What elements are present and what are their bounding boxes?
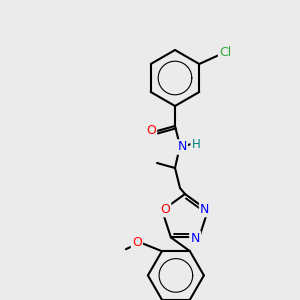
Text: N: N — [200, 203, 209, 216]
Text: N: N — [177, 140, 187, 154]
Text: H: H — [192, 137, 200, 151]
Text: O: O — [132, 236, 142, 249]
Text: O: O — [160, 203, 170, 216]
Text: N: N — [190, 232, 200, 245]
Text: Cl: Cl — [219, 46, 231, 59]
Text: O: O — [146, 124, 156, 137]
